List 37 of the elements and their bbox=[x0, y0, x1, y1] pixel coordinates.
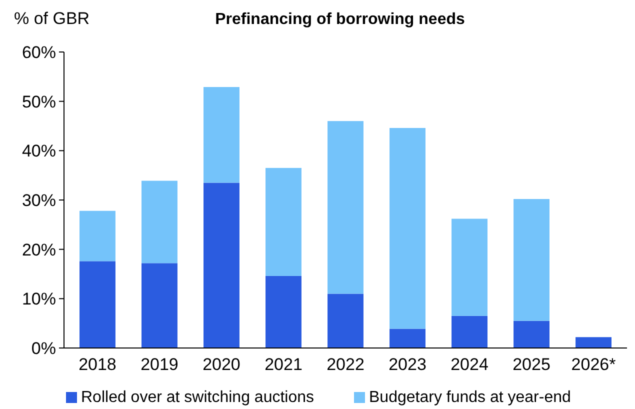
legend-label: Rolled over at switching auctions bbox=[81, 389, 314, 406]
x-tick-label: 2024 bbox=[450, 355, 488, 374]
bar bbox=[514, 320, 550, 348]
bar bbox=[204, 182, 240, 348]
x-tick-label: 2021 bbox=[264, 355, 302, 374]
x-tick-label: 2025 bbox=[512, 355, 550, 374]
legend-label: Budgetary funds at year-end bbox=[369, 389, 571, 406]
bar bbox=[266, 168, 302, 276]
y-tick-label: 30% bbox=[22, 190, 56, 210]
x-tick-label: 2019 bbox=[140, 355, 178, 374]
x-tick-label: 2022 bbox=[326, 355, 364, 374]
bar bbox=[142, 180, 178, 264]
bar bbox=[576, 337, 612, 348]
chart-title: Prefinancing of borrowing needs bbox=[215, 11, 465, 28]
bar bbox=[390, 328, 426, 348]
bar bbox=[142, 263, 178, 348]
y-tick-label: 20% bbox=[22, 240, 56, 260]
bar bbox=[452, 316, 488, 348]
bar bbox=[80, 210, 116, 262]
x-tick-label: 2026* bbox=[571, 355, 616, 374]
y-tick-label: 10% bbox=[22, 290, 56, 309]
bar bbox=[80, 261, 116, 348]
x-tick-label: 2020 bbox=[202, 355, 240, 374]
y-tick-label: 60% bbox=[22, 42, 56, 62]
x-tick-label: 2023 bbox=[388, 355, 426, 374]
y-axis-title: % of GBR bbox=[14, 9, 90, 28]
y-tick-label: 40% bbox=[22, 142, 56, 161]
bar bbox=[204, 87, 240, 183]
bar bbox=[452, 218, 488, 316]
bar bbox=[328, 121, 364, 294]
bar bbox=[514, 199, 550, 321]
bar bbox=[328, 294, 364, 348]
x-tick-label: 2018 bbox=[78, 355, 116, 374]
bar bbox=[390, 128, 426, 329]
y-tick-label: 50% bbox=[22, 92, 56, 112]
bar bbox=[266, 276, 302, 348]
y-tick-label: 0% bbox=[31, 338, 56, 358]
